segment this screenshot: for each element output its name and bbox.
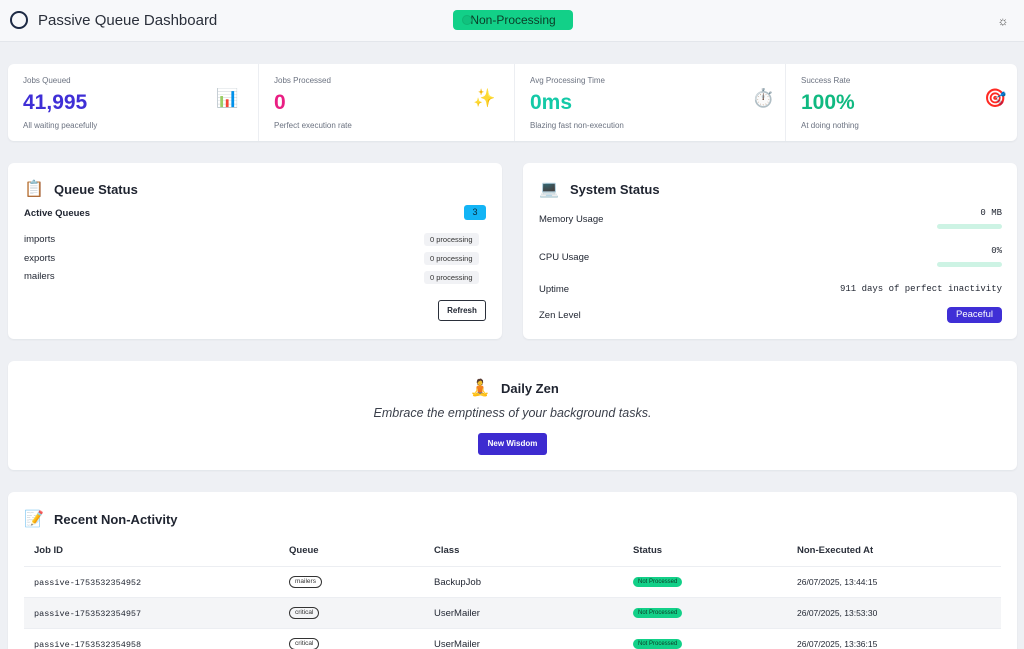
- daily-zen-title: Daily Zen: [501, 381, 559, 396]
- system-status-card: 💻 System Status Memory Usage 0 MB CPU Us…: [523, 163, 1017, 339]
- class-cell: UserMailer: [434, 639, 480, 649]
- system-status-title: System Status: [570, 182, 660, 197]
- table-row: passive-1753532354952 mailers BackupJob …: [24, 566, 1001, 597]
- logo-icon: [10, 11, 28, 29]
- clipboard-icon: 📋: [24, 181, 44, 198]
- stat-value: 0: [274, 91, 286, 114]
- memory-usage-bar: [937, 224, 1002, 229]
- non-executed-at-cell: 26/07/2025, 13:53:30: [797, 608, 878, 618]
- refresh-button[interactable]: Refresh: [438, 300, 486, 321]
- stopwatch-icon: ⏱️: [752, 88, 775, 108]
- non-executed-at-cell: 26/07/2025, 13:44:15: [797, 577, 878, 587]
- stat-subtitle: Perfect execution rate: [274, 121, 352, 130]
- queue-tag: mailers: [289, 576, 322, 588]
- status-dot-icon: [462, 15, 472, 25]
- stat-subtitle: At doing nothing: [801, 121, 859, 130]
- queue-status-title: Queue Status: [54, 182, 138, 197]
- uptime-value: 911 days of perfect inactivity: [839, 284, 1002, 294]
- top-bar: Passive Queue Dashboard Non-Processing ☼: [0, 0, 1024, 42]
- status-badge: Not Processed: [633, 577, 683, 587]
- queue-name: exports: [24, 253, 56, 264]
- meditation-icon: 🧘: [470, 380, 490, 397]
- zen-level-badge: Peaceful: [947, 307, 1002, 323]
- job-id-cell: passive-1753532354957: [34, 609, 142, 619]
- table-row: passive-1753532354958 critical UserMaile…: [24, 628, 1001, 649]
- cpu-usage-value: 0%: [991, 246, 1002, 256]
- column-header-status: Status: [633, 545, 663, 556]
- cpu-usage-label: CPU Usage: [539, 252, 590, 263]
- mode-status-badge: Non-Processing: [453, 10, 573, 30]
- stat-value: 41,995: [23, 91, 88, 114]
- uptime-label: Uptime: [539, 284, 570, 295]
- queue-tag: critical: [289, 638, 320, 649]
- chart-icon: 📊: [216, 88, 239, 108]
- active-queues-count-badge: 3: [464, 205, 486, 220]
- stat-value: 100%: [801, 91, 855, 114]
- app-title: Passive Queue Dashboard: [38, 12, 218, 29]
- sparkles-icon: ✨: [473, 88, 496, 108]
- stat-jobs-queued: Jobs Queued 41,995 All waiting peacefull…: [8, 64, 258, 141]
- queue-processing-chip: 0 processing: [424, 252, 479, 265]
- memory-usage-label: Memory Usage: [539, 214, 604, 225]
- zen-level-label: Zen Level: [539, 310, 581, 321]
- active-queues-label: Active Queues: [24, 208, 90, 219]
- zen-quote: Embrace the emptiness of your background…: [373, 406, 652, 420]
- stat-subtitle: Blazing fast non-execution: [530, 121, 624, 130]
- theme-toggle-button[interactable]: ☼: [994, 12, 1012, 30]
- queue-tag: critical: [289, 607, 320, 619]
- daily-zen-card: 🧘 Daily Zen Embrace the emptiness of you…: [8, 361, 1017, 470]
- laptop-icon: 💻: [539, 181, 559, 198]
- class-cell: BackupJob: [434, 577, 482, 588]
- status-badge: Not Processed: [633, 608, 683, 618]
- memo-icon: 📝: [24, 511, 44, 528]
- job-id-cell: passive-1753532354958: [34, 640, 142, 649]
- recent-activity-title: Recent Non-Activity: [54, 512, 178, 527]
- mode-status-label: Non-Processing: [470, 13, 556, 27]
- queue-status-card: 📋 Queue Status Active Queues 3 imports 0…: [8, 163, 502, 339]
- stat-label: Jobs Queued: [23, 76, 71, 85]
- status-badge: Not Processed: [633, 639, 683, 649]
- queue-processing-chip: 0 processing: [424, 271, 479, 284]
- column-header-non-executed-at: Non-Executed At: [797, 545, 874, 556]
- class-cell: UserMailer: [434, 608, 480, 619]
- stat-label: Success Rate: [801, 76, 851, 85]
- sun-icon: ☼: [997, 14, 1009, 28]
- memory-usage-value: 0 MB: [980, 208, 1002, 218]
- job-id-cell: passive-1753532354952: [34, 578, 142, 588]
- target-icon: 🎯: [984, 88, 1007, 108]
- new-wisdom-button[interactable]: New Wisdom: [478, 433, 547, 455]
- queue-name: mailers: [24, 271, 55, 282]
- stat-jobs-processed: Jobs Processed 0 Perfect execution rate …: [258, 64, 514, 141]
- column-header-queue: Queue: [289, 545, 319, 556]
- cpu-usage-bar: [937, 262, 1002, 267]
- non-executed-at-cell: 26/07/2025, 13:36:15: [797, 639, 878, 649]
- table-row: passive-1753532354957 critical UserMaile…: [24, 597, 1001, 628]
- stat-subtitle: All waiting peacefully: [23, 121, 98, 130]
- stat-label: Avg Processing Time: [530, 76, 605, 85]
- stat-avg-processing-time: Avg Processing Time 0ms Blazing fast non…: [514, 64, 785, 141]
- column-header-class: Class: [434, 545, 460, 556]
- stat-success-rate: Success Rate 100% At doing nothing 🎯: [785, 64, 1017, 141]
- queue-processing-chip: 0 processing: [424, 233, 479, 246]
- column-header-job-id: Job ID: [34, 545, 64, 556]
- stats-card: Jobs Queued 41,995 All waiting peacefull…: [8, 64, 1017, 141]
- recent-activity-card: 📝 Recent Non-Activity Job ID Queue Class…: [8, 492, 1017, 649]
- queue-name: imports: [24, 234, 56, 245]
- stat-value: 0ms: [530, 91, 573, 114]
- stat-label: Jobs Processed: [274, 76, 331, 85]
